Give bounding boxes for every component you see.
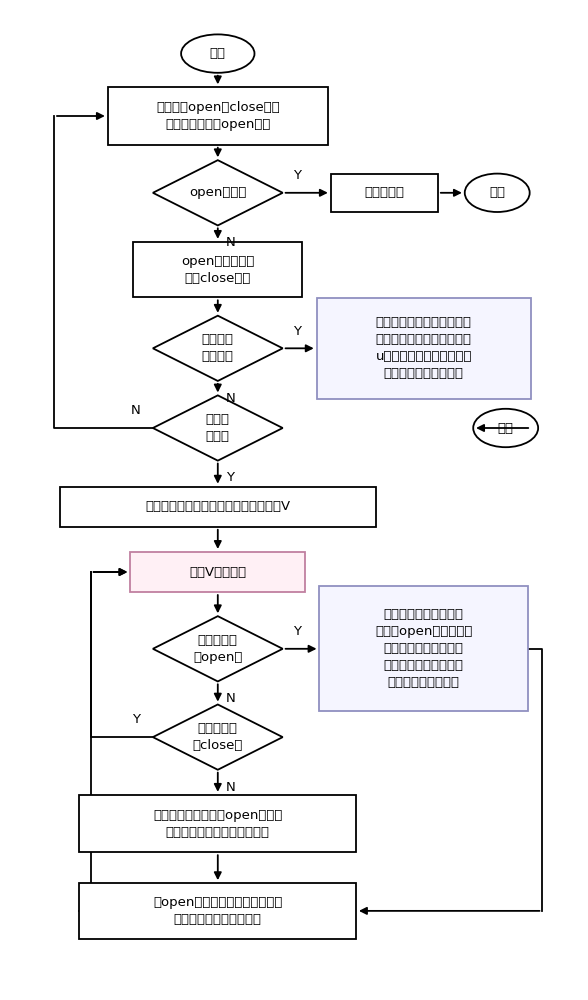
Text: 可扩展节点
在close中: 可扩展节点 在close中 <box>193 722 243 752</box>
FancyBboxPatch shape <box>131 552 305 592</box>
FancyBboxPatch shape <box>108 87 328 145</box>
Polygon shape <box>153 616 283 681</box>
Text: 对open表中的所有节点按照其估
价函数值的大小递增排序: 对open表中的所有节点按照其估 价函数值的大小递增排序 <box>153 896 282 926</box>
Text: 将该可扩展节点加入open表中，
计算该可扩展节点的估价函数: 将该可扩展节点加入open表中， 计算该可扩展节点的估价函数 <box>153 809 282 839</box>
Text: open表为空: open表为空 <box>189 186 246 199</box>
Text: 头节点
可扩展: 头节点 可扩展 <box>206 413 230 443</box>
Polygon shape <box>153 160 283 225</box>
Text: N: N <box>225 781 235 794</box>
Text: 判断其是否存在父指针，若
存在父指针，则通过头节点
u的父指针，一直遍历到起
始节点，找到最优路径: 判断其是否存在父指针，若 存在父指针，则通过头节点 u的父指针，一直遍历到起 始… <box>376 316 472 380</box>
Text: N: N <box>225 692 235 705</box>
Text: open表中头节点
放入close表中: open表中头节点 放入close表中 <box>181 255 255 285</box>
Text: 没到到路径: 没到到路径 <box>365 186 405 199</box>
FancyBboxPatch shape <box>133 242 302 297</box>
Ellipse shape <box>465 174 530 212</box>
Text: 扩展头节点，选择可扩展节点构成集合V: 扩展头节点，选择可扩展节点构成集合V <box>145 500 290 513</box>
FancyBboxPatch shape <box>330 174 438 212</box>
Polygon shape <box>153 704 283 770</box>
Text: N: N <box>225 236 235 249</box>
Text: N: N <box>225 392 235 405</box>
Text: Y: Y <box>226 471 234 484</box>
Text: Y: Y <box>293 169 301 182</box>
FancyBboxPatch shape <box>60 487 376 527</box>
Polygon shape <box>153 316 283 381</box>
FancyBboxPatch shape <box>319 586 528 711</box>
Ellipse shape <box>473 409 538 447</box>
Text: Y: Y <box>132 713 140 726</box>
FancyBboxPatch shape <box>316 298 531 399</box>
Ellipse shape <box>181 34 255 73</box>
Text: 比较可扩展节点的估价
函数和open中该节点的
估价函数大小，若前者
小则更新其父节点和估
价函数，否则不操作: 比较可扩展节点的估价 函数和open中该节点的 估价函数大小，若前者 小则更新其… <box>375 608 473 689</box>
Text: 可扩展节点
在open中: 可扩展节点 在open中 <box>193 634 242 664</box>
FancyBboxPatch shape <box>79 883 356 939</box>
Text: 结束: 结束 <box>497 422 514 434</box>
Text: Y: Y <box>293 325 301 338</box>
Text: 遍历V中的节点: 遍历V中的节点 <box>189 566 246 578</box>
Polygon shape <box>153 395 283 461</box>
Text: Y: Y <box>293 625 301 638</box>
FancyBboxPatch shape <box>79 795 356 852</box>
Text: 结束: 结束 <box>489 186 505 199</box>
Text: 头节点为
目标节点: 头节点为 目标节点 <box>202 333 234 363</box>
Text: N: N <box>131 404 141 417</box>
Text: 生成空的open、close表，
将起始节点放入open表中: 生成空的open、close表， 将起始节点放入open表中 <box>156 101 280 131</box>
Text: 开始: 开始 <box>210 47 226 60</box>
